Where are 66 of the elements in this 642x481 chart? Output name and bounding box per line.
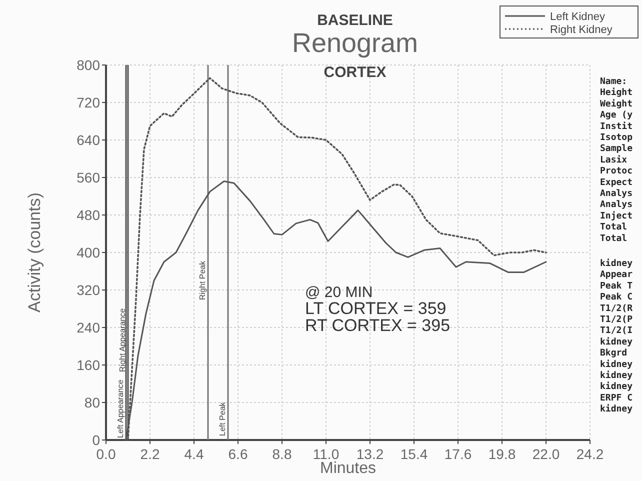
text: T1/2(I — [600, 326, 633, 336]
y-tick-label: 0 — [92, 432, 100, 448]
x-tick-label: 4.4 — [184, 446, 204, 462]
text: kidney — [600, 404, 634, 415]
text: Inject — [600, 210, 633, 222]
text: Lasix — [600, 154, 628, 166]
text: Sample — [600, 144, 634, 154]
y-tick-label: 560 — [76, 169, 100, 186]
text: Height — [600, 87, 633, 98]
x-tick-label: 8.8 — [272, 446, 292, 462]
annotation: RT CORTEX = 395 — [305, 316, 450, 335]
y-tick-label: 400 — [76, 244, 100, 260]
x-tick-label: 13.2 — [356, 446, 384, 462]
y-tick-label: 720 — [76, 94, 100, 110]
ref-line-label: Right Peak — [198, 260, 207, 300]
text: Protoc — [600, 166, 633, 177]
annotation: LT CORTEX = 359 — [305, 299, 446, 318]
y-tick-label: 640 — [76, 132, 100, 148]
text: T1/2(P — [600, 315, 634, 325]
legend-label: Left Kidney — [550, 10, 606, 23]
ref-line-label: Left Appearance — [116, 379, 125, 438]
text: kidney — [600, 336, 634, 348]
ref-line-label: Right Appearance — [118, 308, 127, 372]
y-tick-label: 160 — [76, 356, 100, 373]
text: kidney — [600, 258, 634, 269]
text: kidney — [600, 358, 634, 370]
text: kidney — [600, 381, 634, 392]
ref-line-label: Left Peak — [218, 401, 227, 436]
text: Bkgrd — [600, 348, 628, 359]
y-tick-label: 480 — [76, 206, 100, 223]
x-axis-title: Minutes — [320, 460, 376, 477]
y-tick-label: 800 — [76, 56, 100, 73]
text: Total — [600, 234, 628, 244]
y-tick-label: 240 — [76, 319, 100, 336]
annotation: @ 20 MIN — [305, 284, 373, 301]
x-tick-label: 24.2 — [576, 446, 604, 462]
x-tick-label: 15.4 — [400, 446, 428, 462]
text: Age (y — [600, 110, 634, 121]
x-tick-label: 6.6 — [228, 446, 248, 462]
chart-title: Renogram — [292, 28, 418, 58]
text: Appear — [600, 270, 634, 280]
text: ERPF C — [600, 393, 633, 404]
text: Analys — [600, 200, 633, 210]
x-tick-label: 19.8 — [488, 446, 516, 462]
x-tick-label: 2.2 — [140, 446, 160, 462]
chart-subtitle: CORTEX — [324, 64, 386, 81]
legend-label: Right Kidney — [550, 24, 613, 36]
text: Name: — [600, 77, 628, 87]
text: Isotop — [600, 133, 634, 143]
text: Peak C — [600, 292, 633, 303]
text: kidney — [600, 370, 634, 381]
text: Total — [600, 222, 628, 233]
text: Expect — [600, 178, 633, 188]
y-tick-label: 80 — [84, 394, 100, 410]
x-tick-label: 22.0 — [532, 446, 560, 462]
text: Weight — [600, 98, 633, 110]
x-tick-label: 17.6 — [444, 446, 472, 462]
text: BASELINE — [317, 12, 393, 29]
text: Instit — [600, 120, 633, 132]
y-axis-title: Activity (counts) — [25, 192, 44, 312]
text: Peak T — [600, 281, 634, 292]
text: Analys — [600, 189, 633, 199]
y-tick-label: 320 — [76, 282, 100, 298]
x-tick-label: 0.0 — [96, 446, 116, 462]
x-tick-label: 11.0 — [312, 446, 340, 462]
text: T1/2(R — [600, 304, 634, 314]
